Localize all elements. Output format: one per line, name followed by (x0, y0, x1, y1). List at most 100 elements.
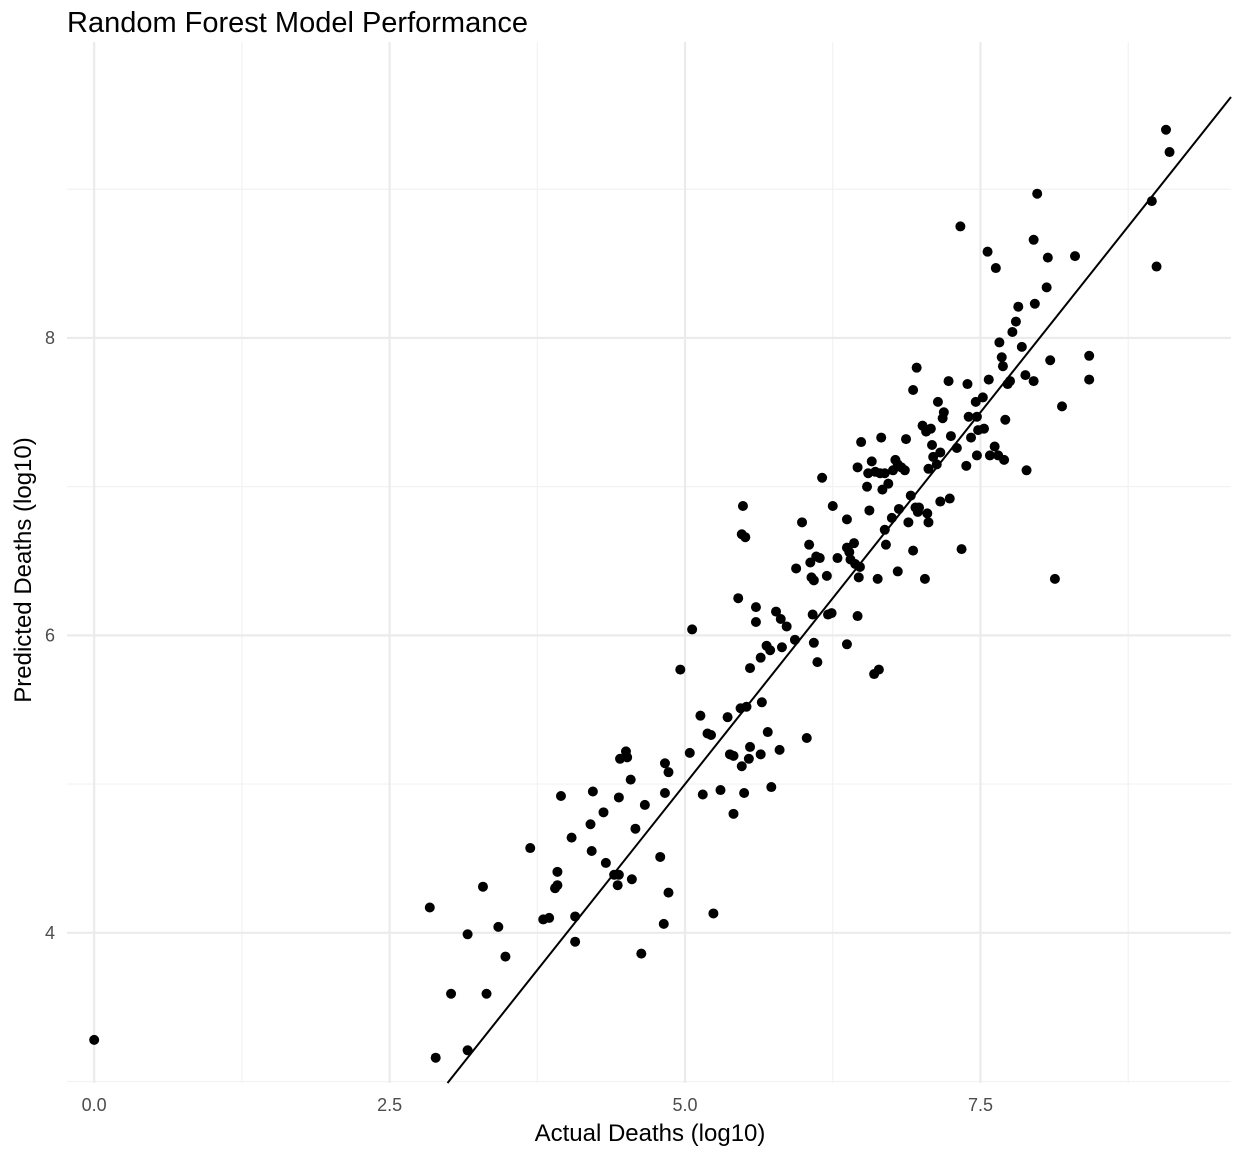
data-point (841, 514, 852, 525)
data-point (775, 614, 786, 625)
data-point (774, 744, 785, 755)
data-point (706, 730, 717, 741)
data-point (626, 874, 637, 885)
data-point (722, 712, 733, 723)
data-point (570, 911, 581, 922)
data-point (612, 880, 623, 891)
data-point (961, 460, 972, 471)
data-point (424, 902, 435, 913)
data-point (905, 490, 916, 501)
data-point (899, 465, 910, 476)
data-point (923, 463, 934, 474)
x-tick-label: 2.5 (377, 1095, 402, 1115)
data-point (807, 609, 818, 620)
data-point (659, 788, 670, 799)
data-point (886, 512, 897, 523)
data-point (849, 538, 860, 549)
data-point (919, 573, 930, 584)
data-point (1164, 147, 1175, 158)
data-point (827, 500, 838, 511)
data-point (966, 432, 977, 443)
data-point (984, 450, 995, 461)
data-point (1084, 374, 1095, 385)
data-point (750, 602, 761, 613)
data-point (931, 459, 942, 470)
data-point (935, 496, 946, 507)
data-point (739, 788, 750, 799)
data-point (740, 532, 751, 543)
data-point (552, 866, 563, 877)
data-point (695, 710, 706, 721)
data-point (844, 547, 855, 558)
data-point (925, 423, 936, 434)
data-point (1029, 298, 1040, 309)
data-point (821, 570, 832, 581)
data-point (971, 411, 982, 422)
data-point (586, 846, 597, 857)
data-point (613, 869, 624, 880)
data-point (585, 819, 596, 830)
data-point (943, 376, 954, 387)
data-point (1049, 573, 1060, 584)
data-point (89, 1034, 100, 1045)
data-point (853, 572, 864, 583)
data-point (841, 639, 852, 650)
y-tick-label: 8 (45, 328, 55, 348)
data-point (876, 432, 887, 443)
data-point (737, 500, 748, 511)
y-tick-label: 6 (45, 625, 55, 645)
grid-lines (67, 42, 1231, 1083)
data-point (715, 785, 726, 796)
data-point (893, 503, 904, 514)
x-tick-label: 5.0 (673, 1095, 698, 1115)
data-point (756, 697, 767, 708)
data-point (832, 553, 843, 564)
data-point (956, 544, 967, 555)
data-point (927, 440, 938, 451)
data-point (639, 799, 650, 810)
reference-line-layer (446, 96, 1232, 1084)
data-point (994, 337, 1005, 348)
data-point (935, 447, 946, 458)
data-point (1010, 316, 1021, 327)
data-point (743, 753, 754, 764)
x-tick-label: 7.5 (968, 1095, 993, 1115)
data-point (908, 545, 919, 556)
data-point (733, 593, 744, 604)
data-point (854, 561, 865, 572)
data-point (873, 664, 884, 675)
data-point (1005, 376, 1016, 387)
data-point (944, 493, 955, 504)
data-point (766, 782, 777, 793)
data-point (1070, 251, 1081, 262)
data-point (552, 880, 563, 891)
data-point (1032, 188, 1043, 199)
data-point (971, 450, 982, 461)
data-point (462, 1045, 473, 1056)
data-point (1041, 282, 1052, 293)
data-point (1042, 252, 1053, 263)
data-point (808, 575, 819, 586)
data-point (880, 539, 891, 550)
data-point (963, 411, 974, 422)
data-point (697, 789, 708, 800)
data-point (658, 918, 669, 929)
data-point (989, 441, 1000, 452)
data-point (1161, 124, 1172, 135)
data-point (684, 747, 695, 758)
data-point (977, 392, 988, 403)
data-point (765, 645, 776, 656)
data-point (587, 786, 598, 797)
data-point (750, 616, 761, 627)
data-point (636, 948, 647, 959)
data-point (866, 456, 877, 467)
data-point (814, 553, 825, 564)
data-point (999, 454, 1010, 465)
axis-tick-labels: 0.0 2.5 5.0 7.5 4 6 8 (45, 328, 993, 1115)
data-point (622, 752, 633, 763)
data-point (1028, 234, 1039, 245)
data-point (1084, 350, 1095, 361)
data-point (755, 749, 766, 760)
data-point (903, 517, 914, 528)
data-point (872, 573, 883, 584)
